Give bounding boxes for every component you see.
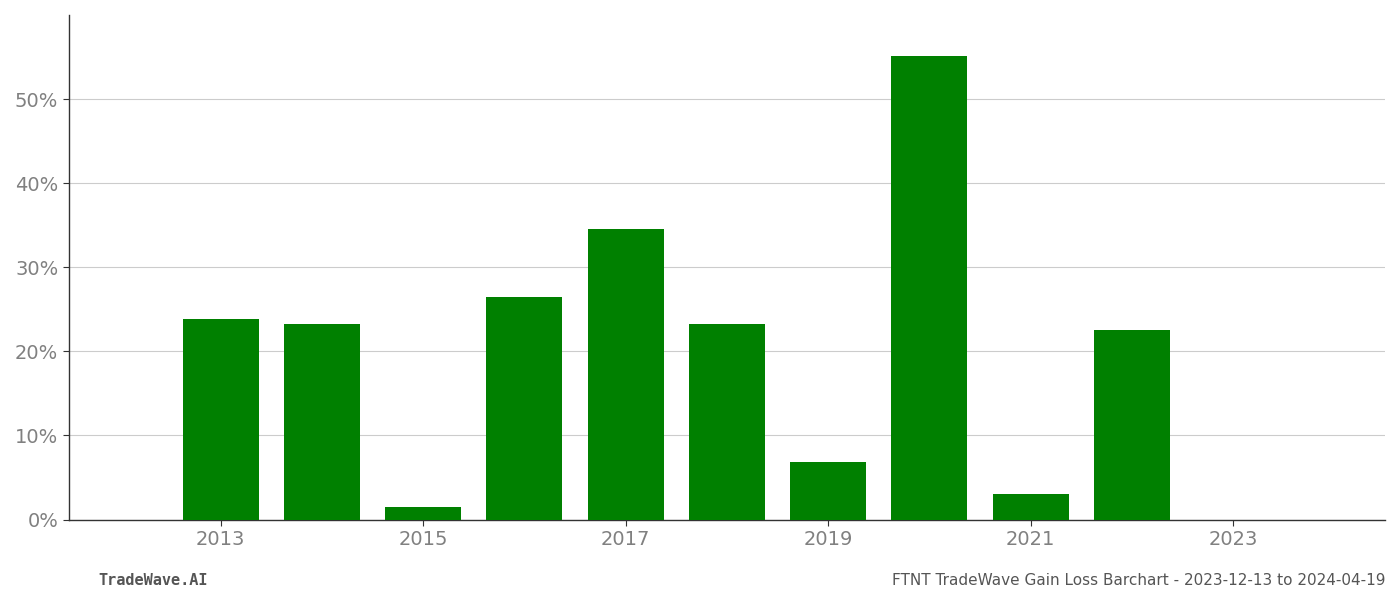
- Bar: [588, 229, 664, 520]
- Bar: [689, 323, 764, 520]
- Bar: [790, 463, 867, 520]
- Bar: [182, 319, 259, 520]
- Bar: [284, 323, 360, 520]
- Bar: [892, 56, 967, 520]
- Bar: [1093, 331, 1170, 520]
- Bar: [486, 297, 563, 520]
- Bar: [993, 494, 1068, 520]
- Text: FTNT TradeWave Gain Loss Barchart - 2023-12-13 to 2024-04-19: FTNT TradeWave Gain Loss Barchart - 2023…: [893, 573, 1386, 588]
- Text: TradeWave.AI: TradeWave.AI: [98, 573, 207, 588]
- Bar: [385, 507, 461, 520]
